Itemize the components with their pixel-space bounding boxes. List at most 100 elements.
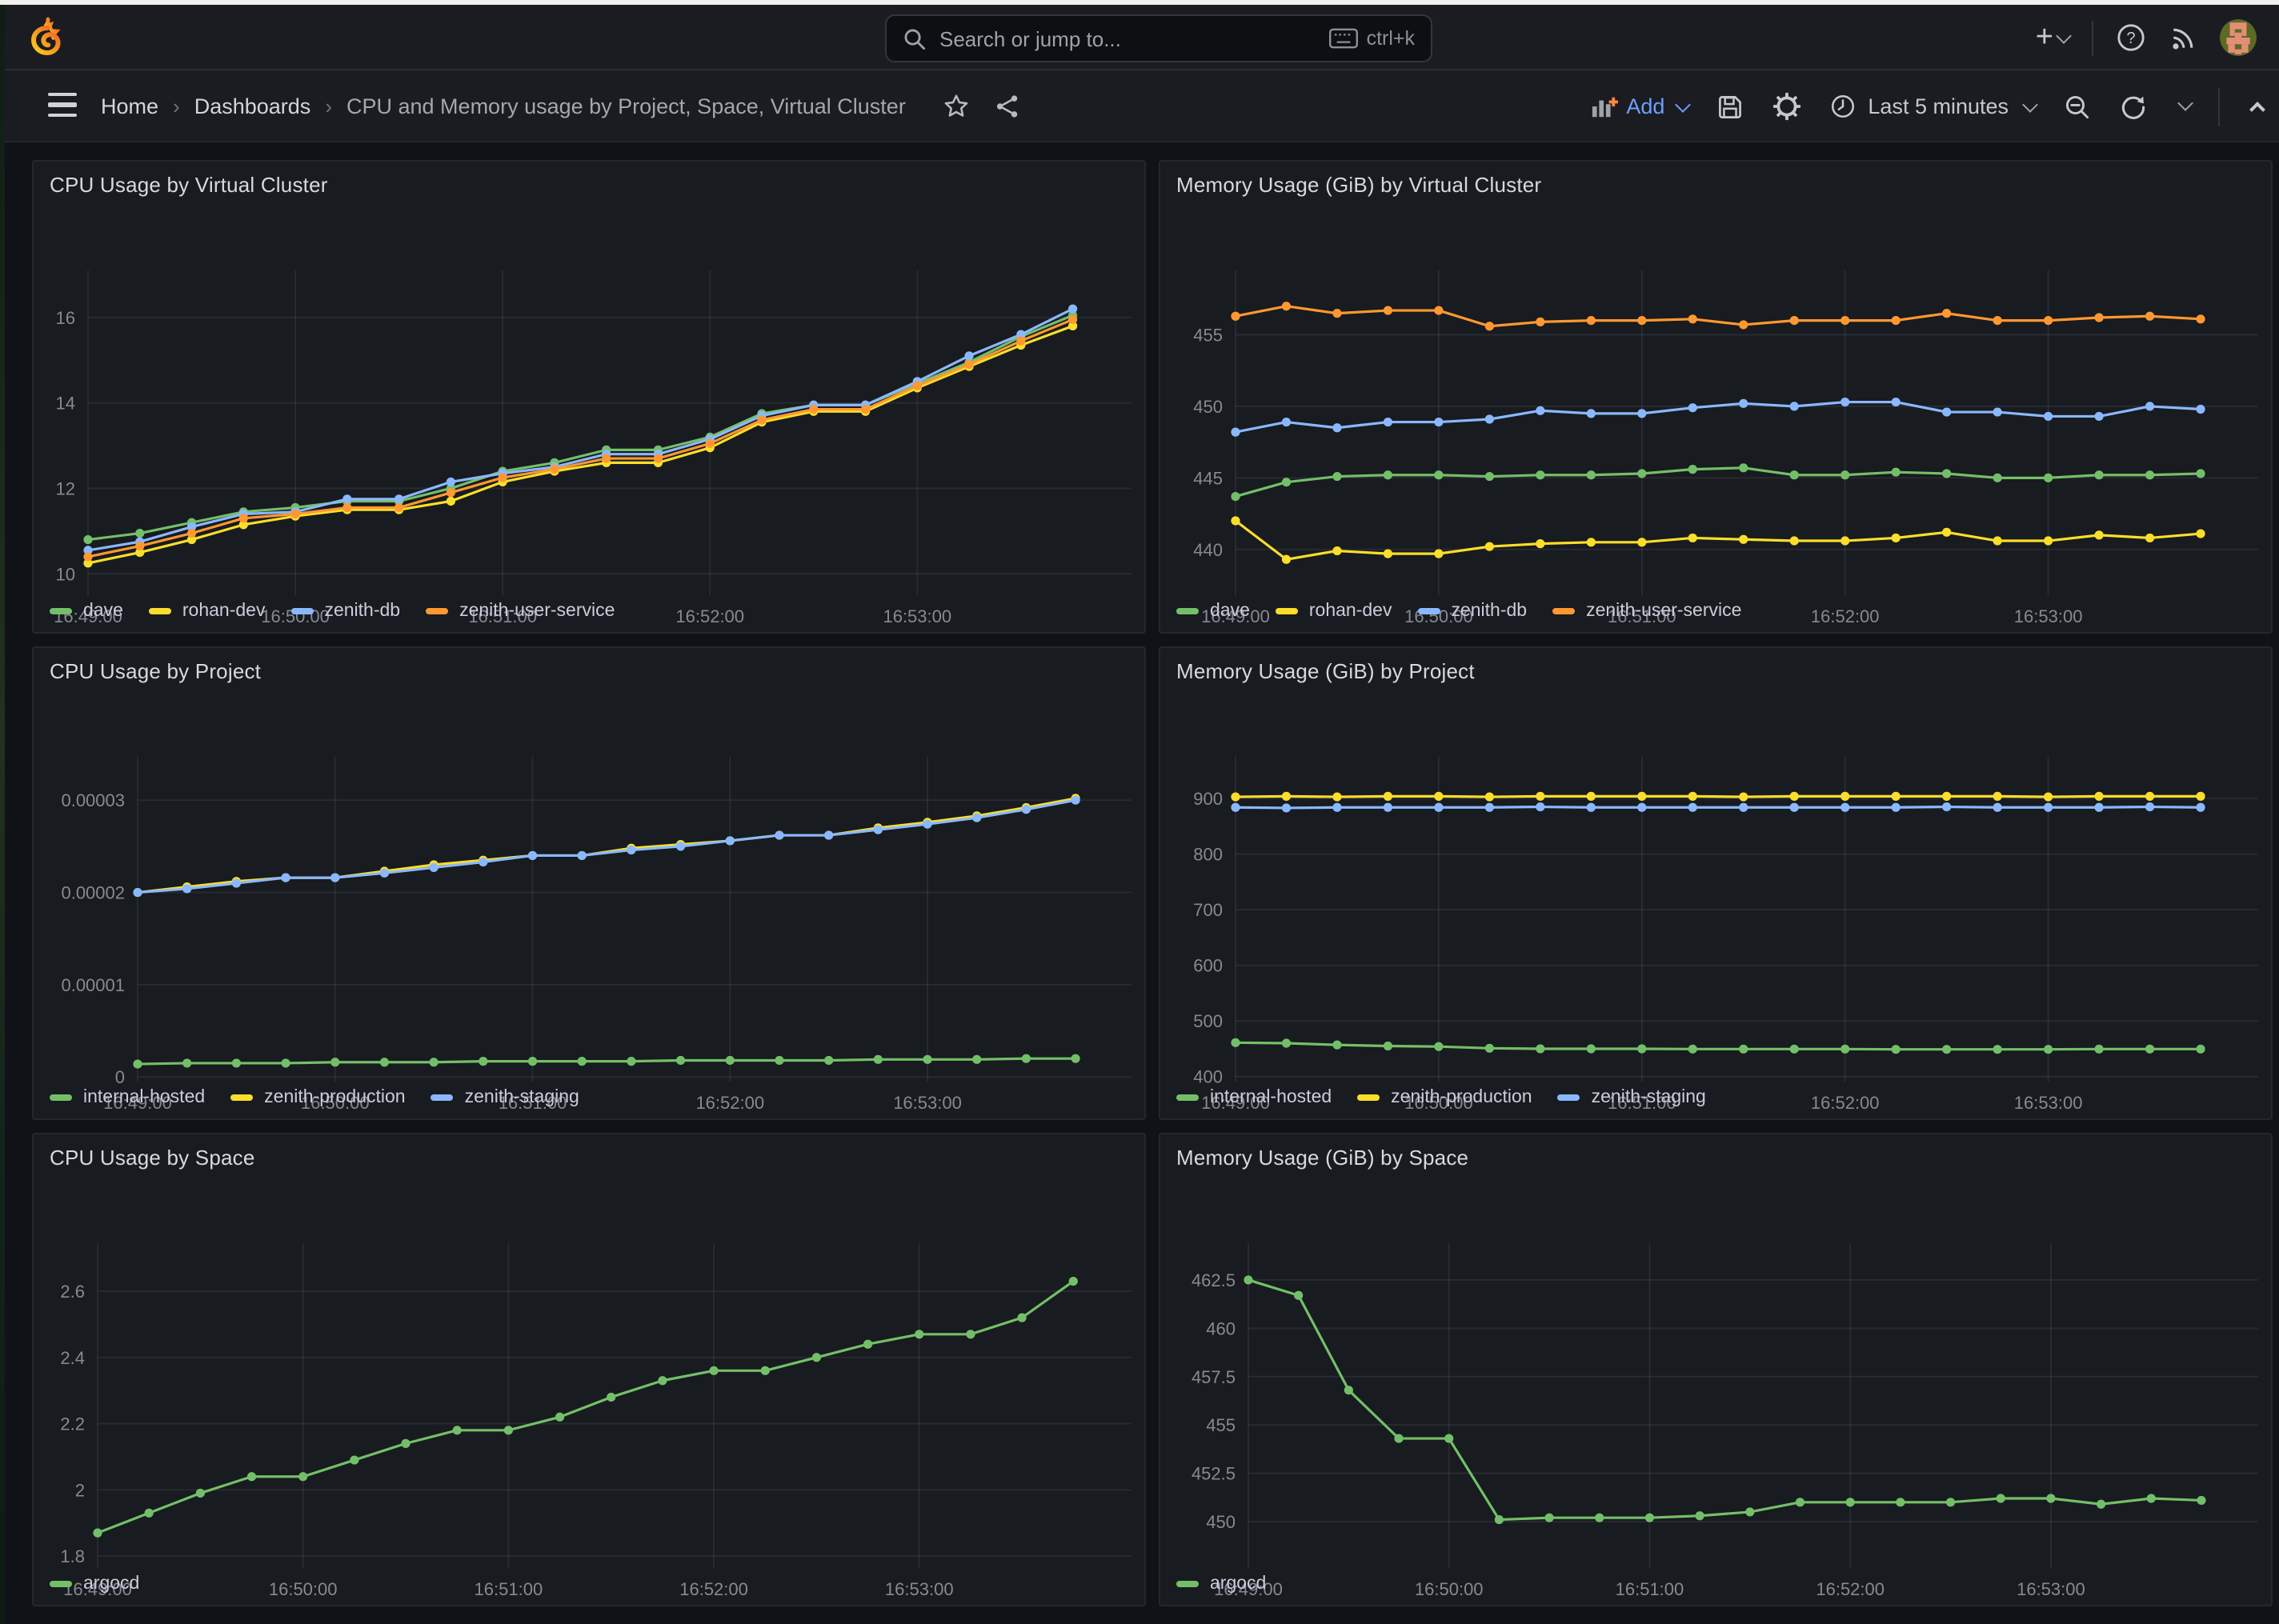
legend-item[interactable]: dave: [1176, 602, 1250, 621]
svg-text:16:53:00: 16:53:00: [893, 1093, 962, 1113]
legend-series-label: zenith-db: [324, 602, 401, 621]
panel-title[interactable]: CPU Usage by Space: [50, 1146, 255, 1170]
add-panel-button[interactable]: Add: [1591, 94, 1692, 119]
panel-title[interactable]: Memory Usage (GiB) by Virtual Cluster: [1176, 173, 1542, 197]
refresh-interval-chevron-icon[interactable]: [2177, 95, 2193, 111]
panel-memory-usage-by-space: Memory Usage (GiB) by Space 16:49:00 16:5…: [1159, 1133, 2273, 1606]
legend-series-label: zenith-user-service: [1586, 602, 1742, 621]
chart-memory-usage-by-project: 16:49:00 16:50:00 16:51:00 16:52:00 16:53:00…: [1160, 693, 2274, 1122]
legend-item[interactable]: zenith-staging: [431, 1088, 579, 1107]
series-color-swatch: [290, 607, 314, 615]
legend-item[interactable]: zenith-production: [1357, 1088, 1532, 1107]
favorite-star-button[interactable]: [943, 93, 970, 120]
svg-text:14: 14: [56, 394, 75, 414]
svg-text:700: 700: [1193, 900, 1223, 920]
search-placeholder: Search or jump to...: [939, 26, 1121, 50]
star-icon: [944, 94, 968, 117]
legend-series-label: argocd: [83, 1574, 140, 1594]
svg-text:16:49:00: 16:49:00: [63, 1579, 132, 1599]
share-button[interactable]: [994, 93, 1021, 120]
plus-icon: +: [2035, 21, 2053, 54]
panel-title[interactable]: CPU Usage by Virtual Cluster: [50, 173, 328, 197]
legend-series-label: zenith-staging: [1591, 1088, 1706, 1107]
svg-text:2.6: 2.6: [60, 1282, 85, 1302]
series-color-swatch: [50, 607, 72, 615]
svg-text:16:50:00: 16:50:00: [1415, 1579, 1484, 1599]
svg-text:455: 455: [1206, 1415, 1236, 1435]
news-button[interactable]: [2169, 23, 2197, 52]
legend-item[interactable]: zenith-db: [1417, 602, 1527, 621]
legend-item[interactable]: rohan-dev: [148, 602, 265, 621]
series-color-swatch: [50, 1580, 72, 1588]
new-dropdown-button[interactable]: +: [2035, 21, 2072, 54]
svg-text:457.5: 457.5: [1192, 1367, 1236, 1387]
legend-item[interactable]: argocd: [50, 1574, 139, 1594]
svg-text:16: 16: [56, 308, 75, 328]
svg-text:16:49:00: 16:49:00: [1201, 1093, 1270, 1113]
legend-item[interactable]: zenith-db: [290, 602, 400, 621]
breadcrumb: Home › Dashboards › CPU and Memory usage…: [101, 70, 1021, 142]
chart-cpu-usage-by-project: 16:49:00 16:50:00 16:51:00 16:52:00 16:53:00…: [34, 693, 1148, 1122]
series-color-swatch: [148, 607, 171, 615]
svg-text:16:53:00: 16:53:00: [2014, 606, 2083, 626]
search-input[interactable]: Search or jump to... ctrl+k: [885, 14, 1432, 62]
legend-item[interactable]: internal-hosted: [1176, 1088, 1332, 1107]
legend-item[interactable]: zenith-staging: [1557, 1088, 1706, 1107]
save-dashboard-button[interactable]: [1716, 92, 1744, 121]
legend-item[interactable]: zenith-user-service: [426, 602, 615, 621]
svg-text:1.8: 1.8: [60, 1546, 85, 1566]
legend: internal-hosted zenith-production zenith-s…: [1176, 1088, 1706, 1107]
panel-title[interactable]: Memory Usage (GiB) by Project: [1176, 659, 1475, 683]
user-avatar[interactable]: [2220, 19, 2257, 56]
chevron-down-icon: [2022, 96, 2038, 112]
help-button[interactable]: ?: [2116, 22, 2146, 53]
zoom-out-icon: [2065, 94, 2089, 118]
breadcrumb-home[interactable]: Home: [101, 94, 159, 118]
panel-title[interactable]: CPU Usage by Project: [50, 659, 262, 683]
legend-item[interactable]: rohan-dev: [1275, 602, 1392, 621]
time-range-picker[interactable]: Last 5 minutes: [1829, 93, 2038, 120]
chevron-up-icon: [2249, 102, 2265, 118]
zoom-out-time-button[interactable]: [2063, 92, 2092, 121]
svg-text:16:51:00: 16:51:00: [468, 606, 537, 626]
legend-item[interactable]: dave: [50, 602, 123, 621]
svg-text:16:51:00: 16:51:00: [499, 1093, 567, 1113]
svg-text:462.5: 462.5: [1192, 1270, 1236, 1290]
legend-item[interactable]: zenith-user-service: [1552, 602, 1741, 621]
breadcrumb-dashboards[interactable]: Dashboards: [194, 94, 311, 118]
refresh-button[interactable]: [2119, 92, 2148, 121]
legend-series-label: zenith-staging: [464, 1088, 579, 1107]
svg-text:0.00003: 0.00003: [61, 790, 125, 810]
legend-item[interactable]: zenith-production: [230, 1088, 406, 1107]
chart-cpu-usage-by-virtual-cluster: 16:49:00 16:50:00 16:51:00 16:52:00 16:53:00…: [34, 206, 1148, 635]
series-color-swatch: [1552, 607, 1576, 615]
series-color-swatch: [230, 1094, 254, 1102]
svg-text:0.00001: 0.00001: [61, 975, 125, 995]
series-color-swatch: [426, 607, 449, 615]
rss-icon: [2173, 27, 2193, 49]
legend-item[interactable]: argocd: [1176, 1574, 1266, 1594]
chevron-right-icon: ›: [173, 94, 180, 118]
series-color-swatch: [50, 1094, 72, 1102]
svg-text:16:51:00: 16:51:00: [475, 1579, 543, 1599]
legend-series-label: zenith-production: [1391, 1088, 1532, 1107]
svg-text:800: 800: [1193, 845, 1223, 865]
series-color-swatch: [1357, 1094, 1380, 1102]
series-color-swatch: [431, 1094, 454, 1102]
dashboard-toolbar-bar: Home › Dashboards › CPU and Memory usage…: [5, 70, 2279, 142]
menu-icon[interactable]: [48, 93, 77, 117]
svg-text:450: 450: [1193, 397, 1223, 417]
series-color-swatch: [1176, 607, 1199, 615]
legend-item[interactable]: internal-hosted: [50, 1088, 205, 1107]
svg-text:16:53:00: 16:53:00: [2017, 1579, 2085, 1599]
divider: [2218, 87, 2220, 126]
collapse-toolbar-button[interactable]: [2247, 98, 2265, 118]
dashboard-settings-button[interactable]: [1772, 91, 1802, 122]
legend-series-label: dave: [83, 602, 123, 621]
grafana-logo-icon[interactable]: [26, 16, 69, 59]
panel-title[interactable]: Memory Usage (GiB) by Space: [1176, 1146, 1469, 1170]
chevron-down-icon: [1675, 96, 1692, 112]
legend-series-label: zenith-production: [264, 1088, 406, 1107]
svg-text:12: 12: [56, 478, 75, 498]
series-color-swatch: [1417, 607, 1440, 615]
